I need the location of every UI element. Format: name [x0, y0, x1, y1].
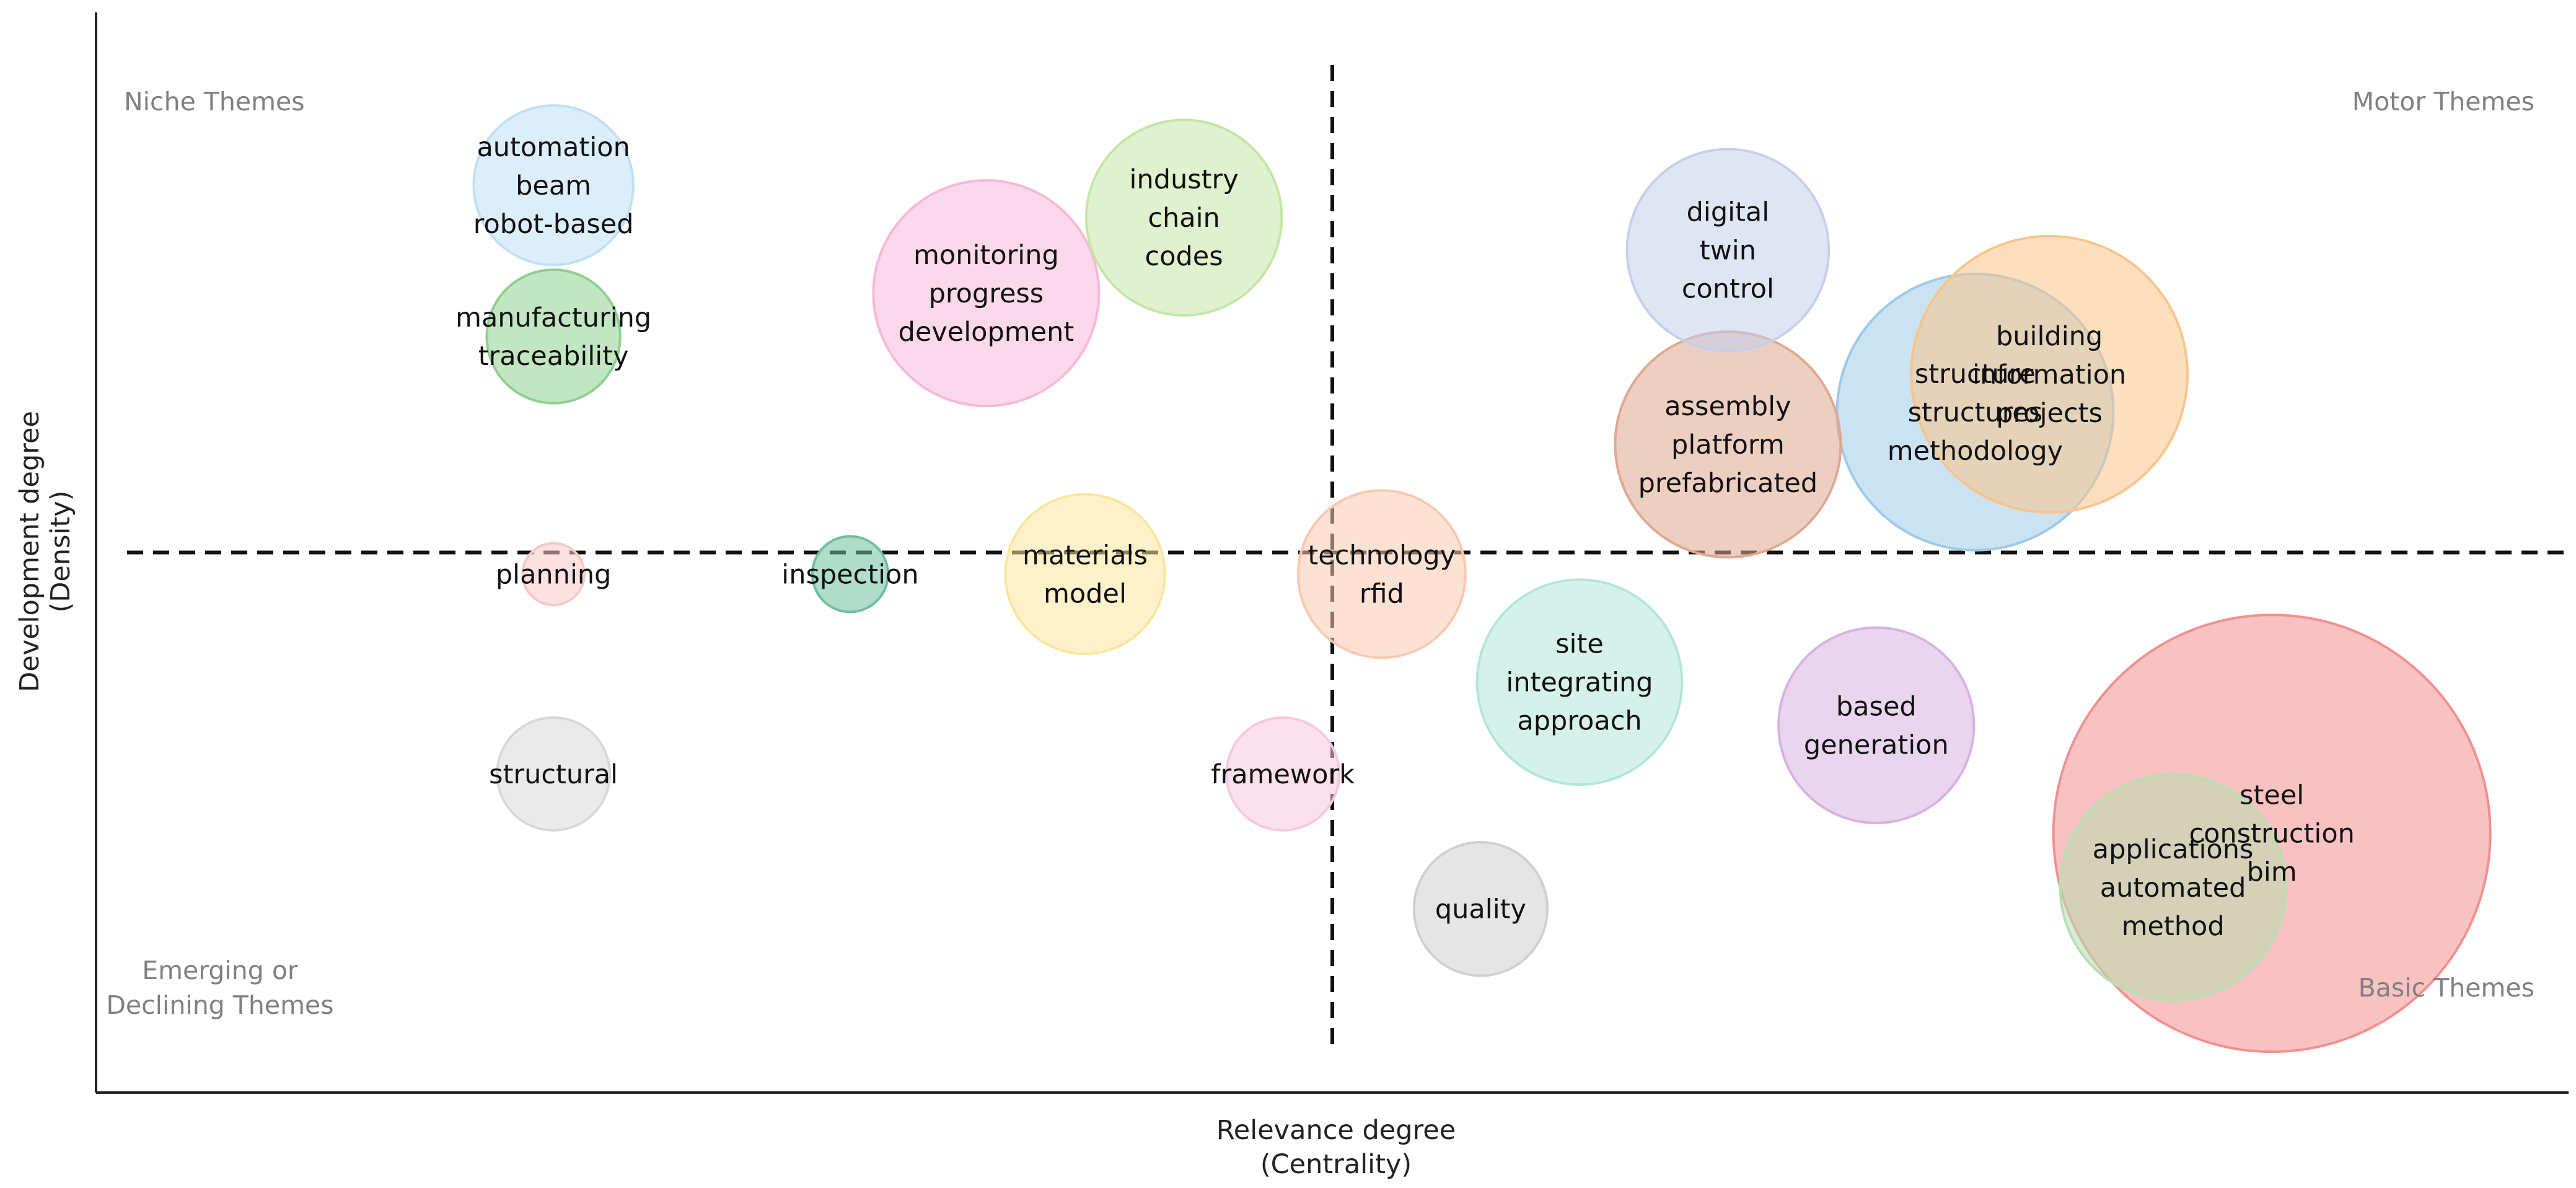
cluster-bubble — [472, 104, 635, 266]
cluster-bubble — [521, 542, 586, 607]
cluster-label: building — [1996, 321, 2103, 352]
cluster-label: information — [1972, 359, 2126, 390]
quadrant-label-bottom-right: Basic Themes — [2358, 973, 2534, 1003]
x-axis-subtitle: (Centrality) — [1260, 1149, 1412, 1180]
cluster-bubble — [2059, 773, 2287, 1001]
cluster-label: assembly — [1664, 391, 1791, 422]
cluster-label: robot-based — [473, 209, 634, 240]
y-axis-subtitle: (Density) — [45, 490, 76, 612]
cluster-bubbles — [472, 104, 2492, 1054]
cluster-label: bim — [2247, 857, 2297, 888]
cluster-label: planning — [496, 559, 612, 590]
cluster-label: steel — [2240, 780, 2304, 811]
cluster-bubble — [811, 535, 889, 614]
cluster-label: construction — [2189, 819, 2354, 850]
cluster-label: manufacturing — [455, 302, 651, 333]
quadrant-label-top-left: Niche Themes — [124, 87, 305, 117]
cluster-bubble — [1910, 235, 2189, 514]
cluster-label: automation — [477, 132, 630, 163]
axes — [95, 12, 2569, 1094]
cluster-label: method — [2122, 911, 2225, 942]
cluster-bubble — [1225, 716, 1341, 832]
cluster-label: structural — [489, 759, 618, 790]
cluster-label: twin — [1700, 235, 1756, 266]
x-axis-title: Relevance degree — [1216, 1115, 1456, 1146]
cluster-label: site — [1555, 629, 1604, 660]
cluster-bubble — [1296, 489, 1467, 659]
cluster-label: traceability — [478, 341, 629, 372]
cluster-label: automated — [2100, 873, 2246, 904]
cluster-label: approach — [1517, 706, 1642, 737]
cluster-label: applications — [2093, 834, 2254, 865]
cluster-label: structures — [1908, 397, 2043, 428]
quadrant-label-bottom-left-line2: Declining Themes — [106, 990, 333, 1020]
cluster-label: platform — [1671, 429, 1785, 460]
cluster-bubble — [1004, 493, 1166, 656]
cluster-label: rfid — [1360, 578, 1404, 609]
cluster-label: monitoring — [913, 240, 1059, 271]
cluster-bubble — [1412, 841, 1549, 977]
quadrant-labels: Niche Themes Motor Themes Emerging or De… — [106, 87, 2534, 1020]
quadrant-label-top-right: Motor Themes — [2352, 87, 2534, 117]
cluster-bubble — [1084, 118, 1283, 317]
cluster-label: structure — [1915, 359, 2036, 390]
cluster-label: projects — [1996, 398, 2103, 429]
cluster-label: methodology — [1888, 436, 2063, 467]
cluster-bubble — [1625, 147, 1831, 353]
cluster-label: progress — [929, 278, 1044, 309]
cluster-bubble — [1475, 578, 1684, 786]
cluster-label: integrating — [1506, 667, 1653, 698]
quadrant-label-bottom-left-line1: Emerging or — [142, 956, 298, 985]
cluster-label: development — [899, 317, 1075, 348]
y-axis-title: Development degree — [14, 411, 45, 692]
quadrant-dividers — [127, 65, 2572, 1044]
cluster-bubble — [496, 716, 612, 832]
cluster-label: generation — [1804, 729, 1949, 760]
cluster-label: framework — [1211, 759, 1355, 790]
cluster-label: materials — [1022, 540, 1148, 571]
cluster-label: chain — [1148, 203, 1220, 234]
cluster-label: prefabricated — [1638, 468, 1818, 499]
cluster-label: digital — [1687, 196, 1770, 227]
cluster-bubble — [1777, 626, 1976, 824]
cluster-label: quality — [1435, 894, 1526, 925]
cluster-bubble — [872, 179, 1101, 408]
cluster-bubble — [485, 268, 622, 405]
cluster-labels: automation beam robot-based manufacturing tr… — [455, 132, 2355, 942]
cluster-label: inspection — [781, 559, 918, 590]
cluster-label: codes — [1145, 241, 1223, 272]
cluster-label: technology — [1308, 540, 1456, 571]
cluster-label: industry — [1130, 164, 1239, 195]
cluster-label: model — [1044, 578, 1127, 609]
cluster-label: beam — [516, 170, 591, 201]
cluster-label: based — [1836, 691, 1917, 722]
axis-titles: Relevance degree (Centrality) Developmen… — [14, 411, 1456, 1180]
cluster-label: control — [1682, 273, 1774, 304]
